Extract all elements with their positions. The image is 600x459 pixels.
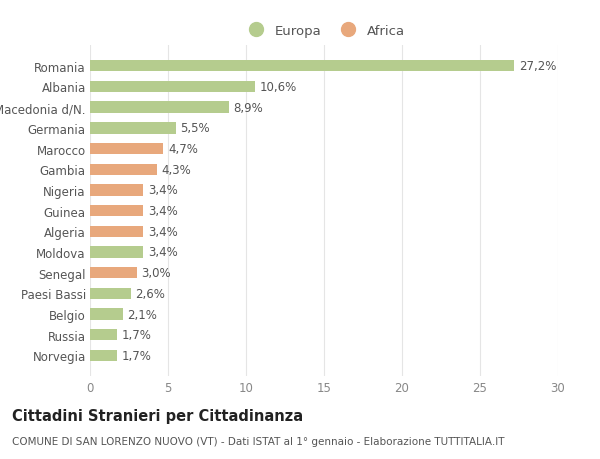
Text: 2,6%: 2,6% bbox=[135, 287, 165, 300]
Text: 1,7%: 1,7% bbox=[121, 329, 151, 341]
Text: 4,7%: 4,7% bbox=[168, 143, 198, 156]
Bar bbox=[90, 247, 143, 258]
Text: 3,0%: 3,0% bbox=[142, 267, 171, 280]
Text: Cittadini Stranieri per Cittadinanza: Cittadini Stranieri per Cittadinanza bbox=[12, 409, 303, 424]
Text: 1,7%: 1,7% bbox=[121, 349, 151, 362]
Bar bbox=[90, 164, 157, 175]
Bar bbox=[90, 144, 163, 155]
Bar bbox=[90, 226, 143, 237]
Bar bbox=[90, 206, 143, 217]
Bar bbox=[90, 309, 123, 320]
Text: 10,6%: 10,6% bbox=[260, 81, 297, 94]
Text: 3,4%: 3,4% bbox=[148, 225, 178, 238]
Text: 2,1%: 2,1% bbox=[127, 308, 157, 321]
Bar bbox=[90, 268, 137, 279]
Text: 3,4%: 3,4% bbox=[148, 205, 178, 218]
Text: 4,3%: 4,3% bbox=[162, 163, 191, 176]
Text: 5,5%: 5,5% bbox=[181, 122, 210, 135]
Legend: Europa, Africa: Europa, Africa bbox=[238, 19, 410, 43]
Bar bbox=[90, 288, 131, 299]
Bar bbox=[90, 102, 229, 113]
Bar bbox=[90, 61, 514, 72]
Bar bbox=[90, 330, 116, 341]
Bar bbox=[90, 123, 176, 134]
Text: COMUNE DI SAN LORENZO NUOVO (VT) - Dati ISTAT al 1° gennaio - Elaborazione TUTTI: COMUNE DI SAN LORENZO NUOVO (VT) - Dati … bbox=[12, 436, 505, 446]
Bar bbox=[90, 350, 116, 361]
Bar bbox=[90, 185, 143, 196]
Text: 3,4%: 3,4% bbox=[148, 184, 178, 197]
Text: 27,2%: 27,2% bbox=[519, 60, 556, 73]
Bar bbox=[90, 82, 256, 93]
Text: 8,9%: 8,9% bbox=[233, 101, 263, 114]
Text: 3,4%: 3,4% bbox=[148, 246, 178, 259]
